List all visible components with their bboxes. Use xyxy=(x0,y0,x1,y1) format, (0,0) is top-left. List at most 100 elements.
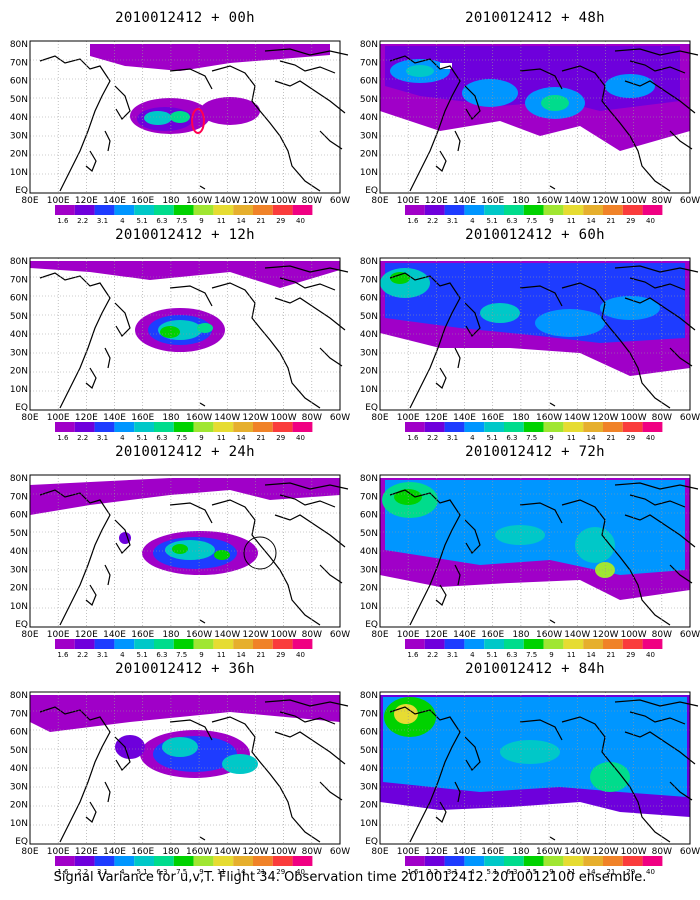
coastline-segment xyxy=(454,781,461,803)
variance-contour xyxy=(590,762,630,792)
lat-label: 30N xyxy=(360,131,378,141)
colorbar-swatch xyxy=(292,205,313,215)
lon-label: 160E xyxy=(481,630,504,640)
colorbar-label: 40 xyxy=(646,217,655,225)
colorbar-label: 4 xyxy=(470,868,475,876)
lon-label: 160E xyxy=(131,630,154,640)
coastline-segment xyxy=(274,514,346,548)
colorbar-label: 1.6 xyxy=(57,217,69,225)
colorbar-swatch xyxy=(583,205,603,215)
colorbar-label: 3.1 xyxy=(447,651,458,659)
coastline-segment xyxy=(669,564,693,584)
colorbar-swatch xyxy=(642,639,663,649)
lat-label: 10N xyxy=(360,385,378,395)
lon-label: 100E xyxy=(397,847,420,857)
lon-label: 120E xyxy=(425,413,448,423)
lon-label: 80E xyxy=(371,847,388,857)
colorbar-label: 5.1 xyxy=(487,868,498,876)
colorbar: 1.6 2.2 3.1 4 5.1 6.3 7.5 9 11 14 21 29 40 xyxy=(55,856,313,876)
colorbar-label: 29 xyxy=(276,217,285,225)
colorbar-label: 4 xyxy=(470,217,475,225)
lon-label: 100E xyxy=(397,196,420,206)
colorbar-swatch xyxy=(134,422,154,432)
coastline-segment xyxy=(39,489,111,626)
coastline-segment xyxy=(319,564,343,584)
coastline-segment xyxy=(169,502,213,524)
lat-label: 50N xyxy=(360,746,378,756)
coastline-segment xyxy=(274,297,346,331)
lat-label: 70N xyxy=(10,492,28,502)
lat-label: 50N xyxy=(10,746,28,756)
variance-contour xyxy=(605,74,655,98)
lat-label: 20N xyxy=(360,367,378,377)
lon-label: 80W xyxy=(302,413,322,423)
lat-label: 40N xyxy=(360,547,378,557)
colorbar-swatch xyxy=(563,422,584,432)
colorbar-label: 40 xyxy=(646,434,655,442)
colorbar-swatch xyxy=(154,639,174,649)
lon-label: 100E xyxy=(47,630,70,640)
coastline-segment xyxy=(519,68,563,90)
lon-label: 60W xyxy=(330,413,350,423)
coastline-segment xyxy=(114,85,131,120)
coastline-segment xyxy=(624,297,696,331)
lat-label: 10N xyxy=(10,385,28,395)
coastline-segment xyxy=(199,185,206,190)
coastline-segment xyxy=(669,130,693,150)
coastline-segment xyxy=(624,514,696,548)
colorbar-swatch xyxy=(424,205,445,215)
colorbar-label: 40 xyxy=(646,651,655,659)
coastline-segment xyxy=(279,277,336,291)
observation-target-marker xyxy=(243,536,277,570)
colorbar-swatch xyxy=(484,422,504,432)
gridlines xyxy=(380,41,690,193)
coastline-segment xyxy=(435,801,447,823)
lon-label: 80E xyxy=(21,413,38,423)
lon-label: 100W xyxy=(621,847,647,857)
figure-caption: Signal Variance for u,v,T. Flight 34. Ob… xyxy=(53,870,647,885)
lon-label: 80W xyxy=(652,630,672,640)
lat-label: 40N xyxy=(10,330,28,340)
colorbar-label: 14 xyxy=(237,217,246,225)
colorbar-swatch xyxy=(622,856,643,866)
coastline-segment xyxy=(464,85,481,120)
coastline-segment xyxy=(199,836,206,841)
colorbar-label: 40 xyxy=(296,651,305,659)
colorbar-swatch xyxy=(272,639,293,649)
colorbar-swatch xyxy=(233,205,253,215)
lon-label: 100W xyxy=(271,630,297,640)
lat-label: 20N xyxy=(360,584,378,594)
coastline-segment xyxy=(389,55,461,192)
lon-label: 100W xyxy=(271,196,297,206)
coastline-segment xyxy=(319,130,343,150)
colorbar-swatch xyxy=(464,422,485,432)
variance-contour xyxy=(390,272,410,284)
lat-label: 40N xyxy=(10,113,28,123)
coastline-segment xyxy=(435,584,447,606)
lon-label: 60W xyxy=(680,413,700,423)
variance-contour xyxy=(162,737,198,757)
colorbar-swatch xyxy=(272,422,293,432)
lat-label: 80N xyxy=(10,40,28,50)
lon-label: 120E xyxy=(75,630,98,640)
lon-label: 80W xyxy=(652,413,672,423)
lat-label: 60N xyxy=(360,511,378,521)
lat-label: 60N xyxy=(360,728,378,738)
colorbar-label: 21 xyxy=(256,217,265,225)
lat-label: 40N xyxy=(360,764,378,774)
colorbar-label: 3.1 xyxy=(97,651,108,659)
lon-label: 140E xyxy=(453,630,476,640)
colorbar-swatch xyxy=(74,422,95,432)
coastline xyxy=(389,482,699,626)
lat-label: 10N xyxy=(360,819,378,829)
colorbar-swatch xyxy=(213,422,234,432)
panel-60h: 2010012412 + 60h 80N 70N 60N 50N 40N 30N 20N 10… xyxy=(360,227,700,442)
lon-label: 120E xyxy=(75,847,98,857)
coastline-segment xyxy=(85,367,97,389)
lat-label: 30N xyxy=(10,565,28,575)
colorbar-label: 4 xyxy=(120,434,125,442)
coastline-segment xyxy=(169,68,213,90)
colorbar-swatch xyxy=(622,422,643,432)
panel-title: 2010012412 + 12h xyxy=(115,227,255,243)
